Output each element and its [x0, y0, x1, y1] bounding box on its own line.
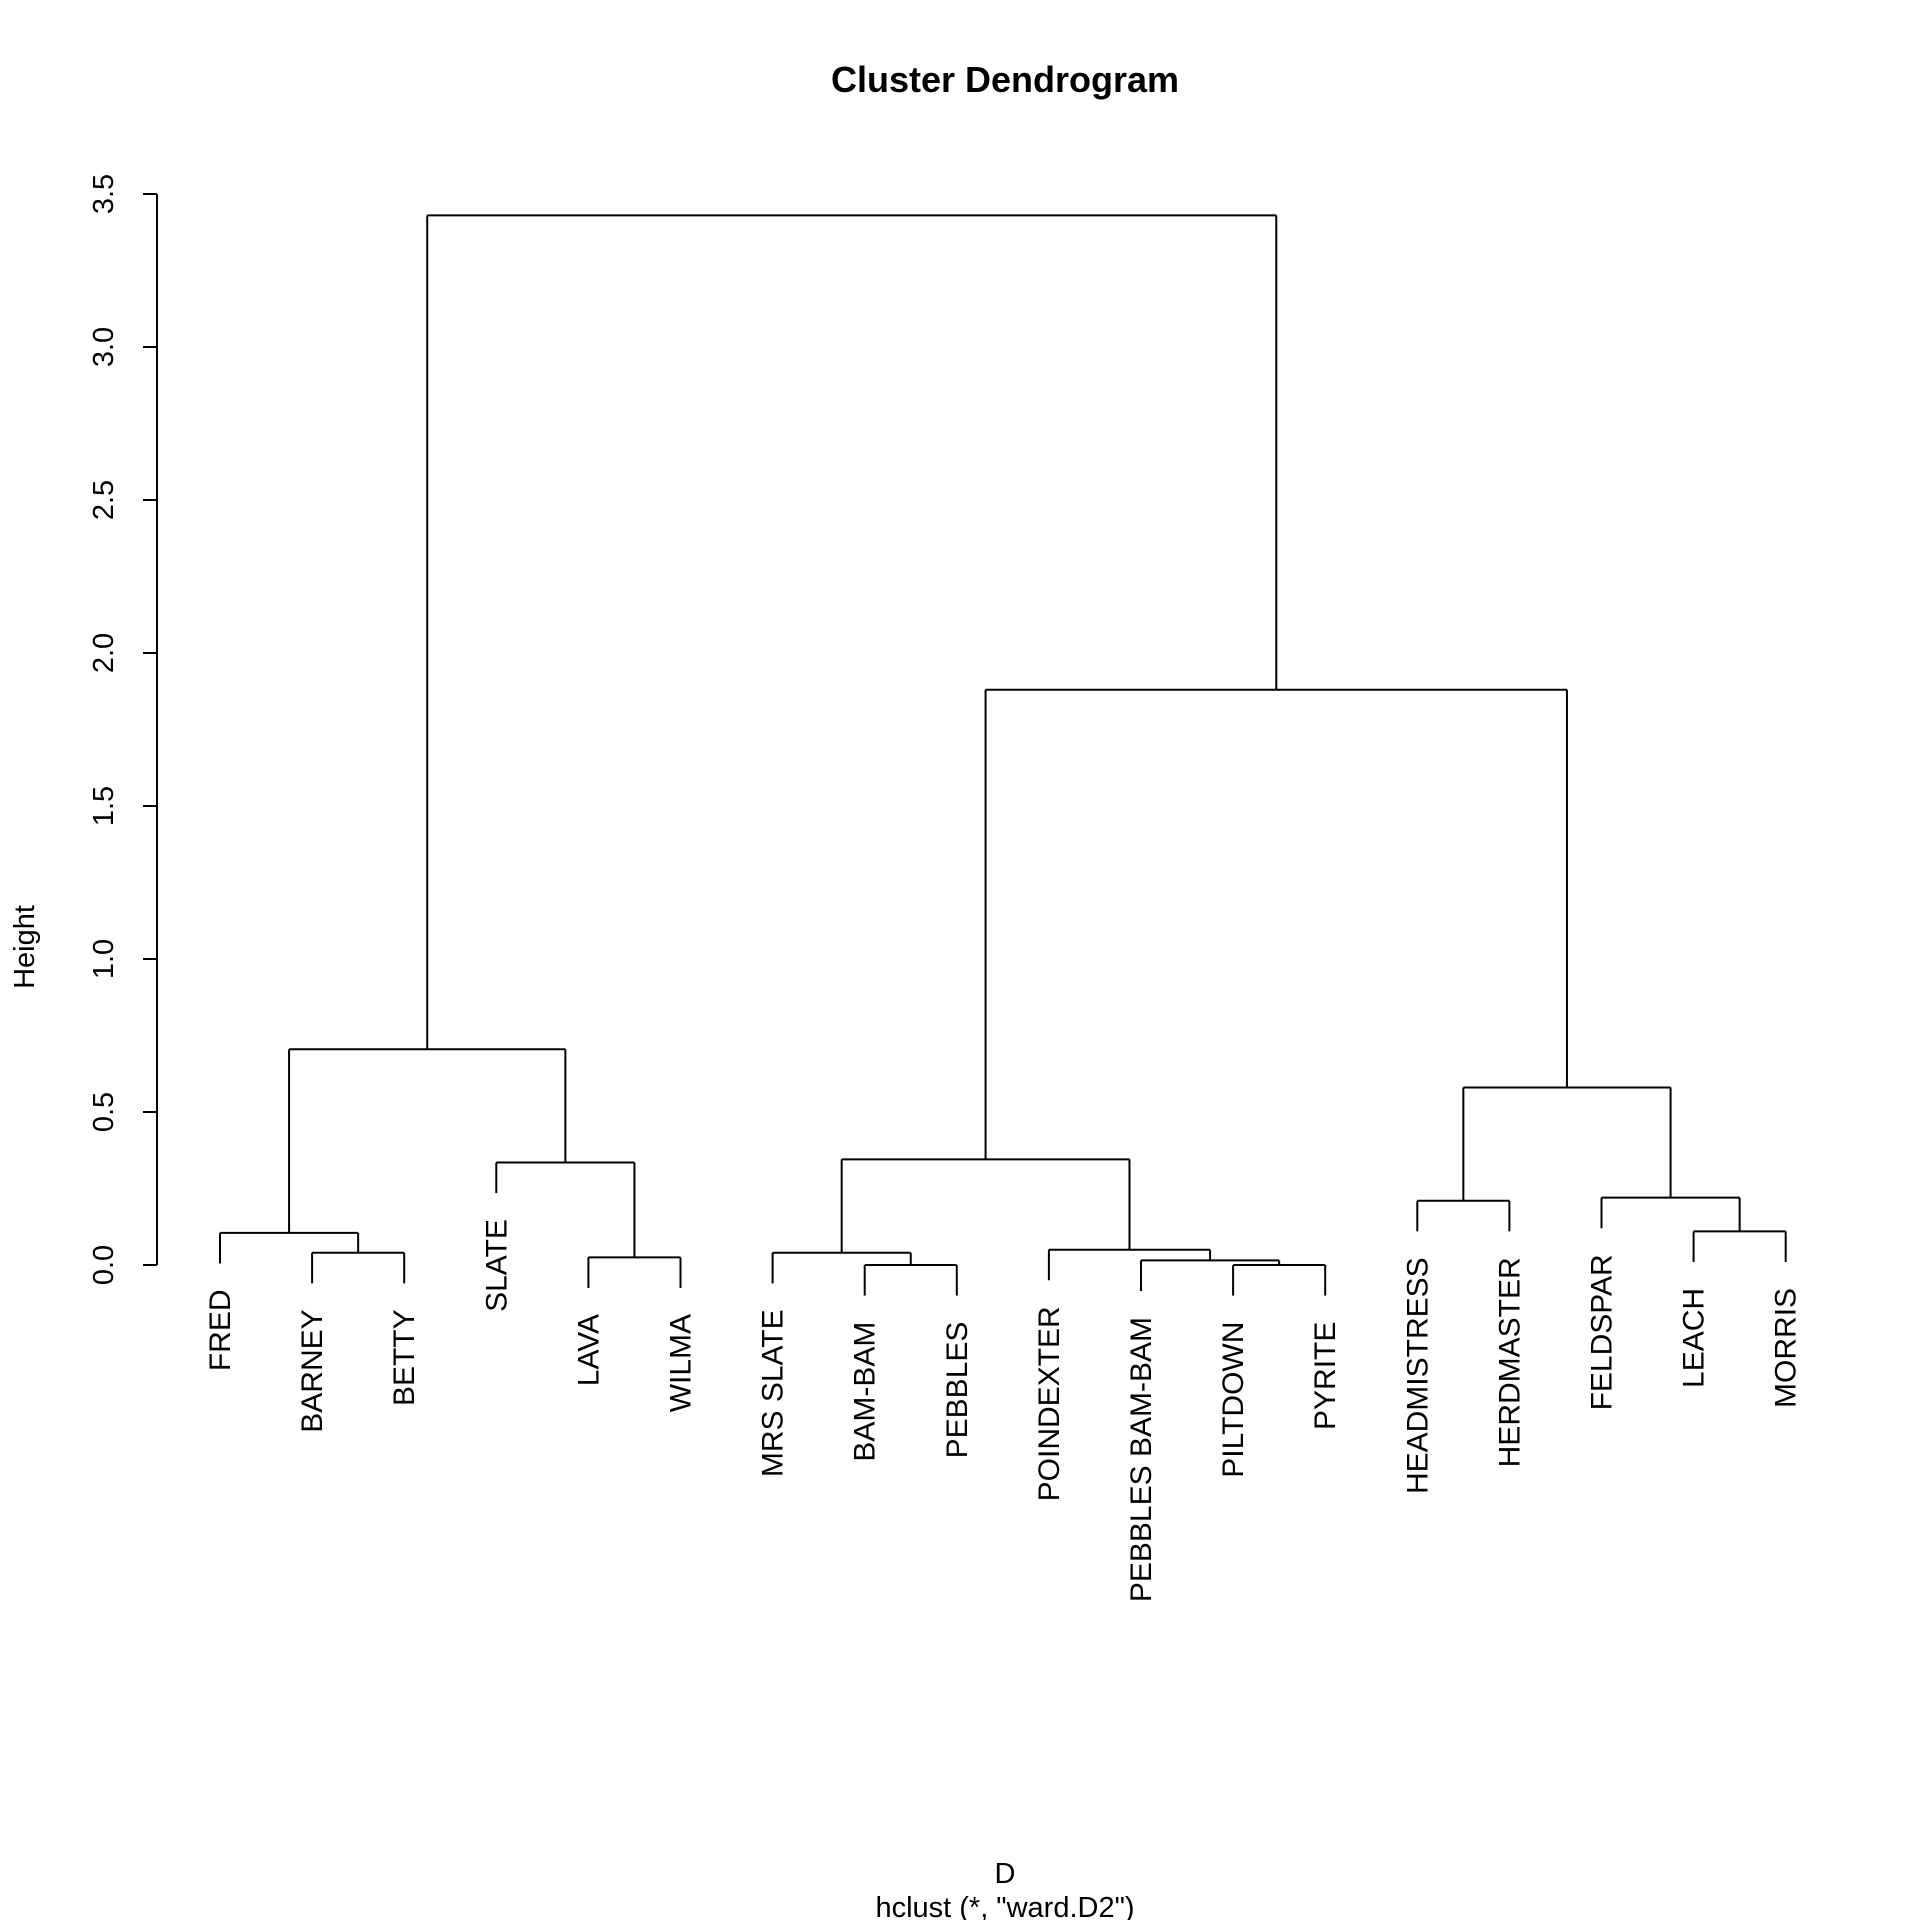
y-axis: 0.0 0.5 1.0 1.5 2.0 2.5 3.0 3.5: [88, 174, 158, 1285]
dendrogram-tree: [219, 214, 1787, 1296]
leaf-label: PILTDOWN: [1217, 1322, 1250, 1478]
chart-title: Cluster Dendrogram: [831, 59, 1179, 100]
leaf-label: LEACH: [1678, 1288, 1711, 1388]
leaf-label: HEADMISTRESS: [1401, 1257, 1434, 1494]
y-tick-label: 2.0: [88, 633, 120, 673]
y-tick-label: 2.5: [88, 480, 120, 520]
y-tick-label: 0.5: [88, 1092, 120, 1132]
y-tick-label: 1.0: [88, 939, 120, 979]
leaf-label: PEBBLES: [941, 1322, 974, 1459]
y-tick-label: 1.5: [88, 786, 120, 826]
y-axis-title: Height: [9, 905, 41, 989]
y-tick-label: 3.0: [88, 327, 120, 367]
leaf-label: HERDMASTER: [1493, 1257, 1526, 1467]
leaf-label: LAVA: [572, 1314, 605, 1386]
leaf-label: FRED: [204, 1289, 237, 1371]
method-sublabel: hclust (*, "ward.D2"): [875, 1892, 1134, 1920]
leaf-label: BAM-BAM: [849, 1322, 882, 1462]
leaf-label: BARNEY: [296, 1309, 329, 1432]
x-axis-title: D: [995, 1858, 1016, 1890]
leaf-label: PEBBLES BAM-BAM: [1125, 1317, 1158, 1602]
leaf-label: FELDSPAR: [1586, 1254, 1619, 1410]
y-tick-label: 0.0: [88, 1245, 120, 1285]
leaf-labels: FRED BARNEY BETTY SLATE LAVA WILMA MRS SLATE BA…: [204, 1219, 1803, 1602]
y-tick-label: 3.5: [88, 174, 120, 214]
leaf-label: MORRIS: [1770, 1288, 1803, 1408]
leaf-label: WILMA: [665, 1314, 698, 1412]
leaf-label: PYRITE: [1309, 1322, 1342, 1430]
leaf-label: SLATE: [480, 1219, 513, 1312]
leaf-label: BETTY: [388, 1309, 421, 1406]
leaf-label: MRS SLATE: [757, 1309, 790, 1477]
leaf-label: POINDEXTER: [1033, 1306, 1066, 1501]
